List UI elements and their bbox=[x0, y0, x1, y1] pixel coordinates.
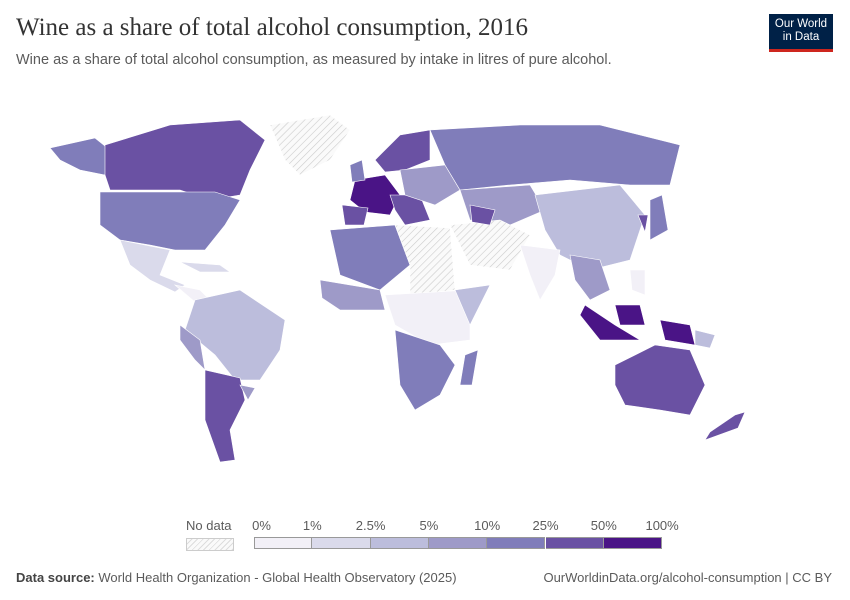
data-source: Data source: World Health Organization -… bbox=[16, 570, 457, 585]
region-japan[interactable] bbox=[649, 194, 669, 241]
region-new-zealand[interactable] bbox=[704, 411, 746, 441]
region-india[interactable] bbox=[519, 244, 561, 301]
chart-title: Wine as a share of total alcohol consump… bbox=[16, 14, 529, 41]
region-philippines[interactable] bbox=[629, 269, 646, 296]
region-caucasus[interactable] bbox=[469, 204, 496, 226]
region-png[interactable] bbox=[694, 329, 716, 349]
legend-bin-label: 50% bbox=[590, 518, 617, 533]
legend-swatch[interactable] bbox=[370, 537, 429, 549]
world-map[interactable] bbox=[0, 100, 850, 500]
region-middle-east[interactable] bbox=[449, 219, 531, 271]
legend-bin-label: 2.5% bbox=[355, 518, 386, 533]
region-west-africa[interactable] bbox=[319, 279, 386, 311]
region-korea[interactable] bbox=[637, 214, 649, 234]
legend-bin-label: 100% bbox=[645, 518, 679, 533]
region-uruguay[interactable] bbox=[239, 384, 256, 401]
legend-swatch[interactable] bbox=[545, 537, 604, 549]
legend-no-data-swatch[interactable] bbox=[186, 538, 234, 551]
region-china-mongolia[interactable] bbox=[534, 184, 646, 271]
legend-bin-label: 5% bbox=[419, 518, 439, 533]
region-peru[interactable] bbox=[179, 324, 206, 371]
color-legend: No data 0% 1% 2.5% 5% 10% 25% 50% 100% bbox=[0, 510, 850, 555]
legend-swatch[interactable] bbox=[487, 537, 546, 549]
legend-swatch[interactable] bbox=[254, 537, 313, 549]
legend-no-data-label: No data bbox=[186, 518, 232, 533]
region-uk[interactable] bbox=[349, 159, 366, 183]
region-argentina-chile[interactable] bbox=[204, 369, 246, 463]
region-south-america-north[interactable] bbox=[184, 289, 286, 381]
region-caribbean[interactable] bbox=[179, 261, 231, 273]
legend-bin-label: 1% bbox=[302, 518, 322, 533]
region-greenland[interactable] bbox=[269, 114, 351, 176]
region-indonesia[interactable] bbox=[579, 304, 696, 346]
owid-logo[interactable]: Our World in Data bbox=[769, 14, 833, 52]
source-url[interactable]: OurWorldinData.org/alcohol-consumption |… bbox=[543, 570, 832, 585]
region-southeast-asia[interactable] bbox=[569, 254, 611, 301]
legend-swatch[interactable] bbox=[428, 537, 488, 549]
legend-bin-label: 10% bbox=[474, 518, 501, 533]
legend-swatch[interactable] bbox=[312, 537, 371, 549]
region-east-africa[interactable] bbox=[454, 284, 491, 326]
region-southern-africa[interactable] bbox=[394, 329, 456, 411]
legend-swatch[interactable] bbox=[603, 537, 663, 549]
chart-subtitle: Wine as a share of total alcohol consump… bbox=[16, 52, 612, 68]
region-canada[interactable] bbox=[104, 119, 266, 201]
region-eastern-europe[interactable] bbox=[399, 164, 461, 206]
region-western-europe[interactable] bbox=[349, 174, 401, 216]
region-madagascar[interactable] bbox=[459, 349, 479, 386]
legend-bin-label: 0% bbox=[252, 518, 271, 533]
region-russia[interactable] bbox=[429, 124, 681, 191]
region-usa[interactable] bbox=[99, 191, 241, 251]
region-scandinavia[interactable] bbox=[374, 129, 431, 173]
region-alaska[interactable] bbox=[49, 137, 111, 176]
region-iberia[interactable] bbox=[341, 204, 369, 226]
region-australia[interactable] bbox=[614, 344, 706, 416]
region-north-africa[interactable] bbox=[329, 224, 411, 291]
legend-bin-label: 25% bbox=[532, 518, 559, 533]
